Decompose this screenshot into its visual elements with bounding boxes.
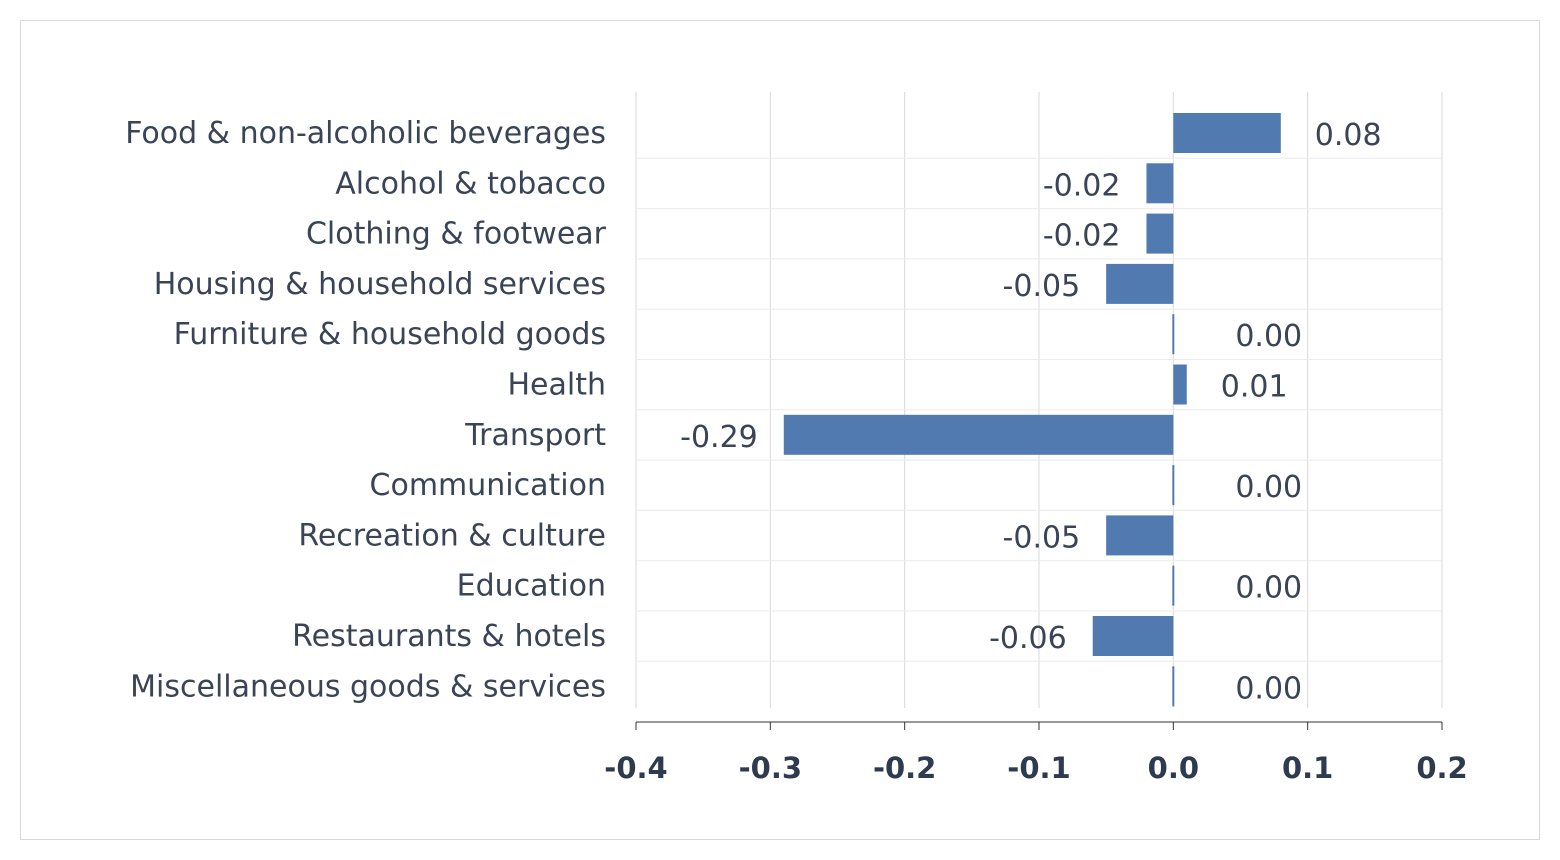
x-tick-label: -0.2 xyxy=(873,751,936,785)
x-tick-label: 0.2 xyxy=(1416,751,1467,785)
category-label: Recreation & culture xyxy=(298,518,606,553)
value-label: 0.00 xyxy=(1235,470,1302,505)
value-label: -0.05 xyxy=(1003,269,1081,304)
category-label: Communication xyxy=(370,468,606,503)
x-tick-label: -0.3 xyxy=(739,751,802,785)
category-label: Housing & household services xyxy=(154,267,606,302)
value-label: 0.00 xyxy=(1235,571,1302,606)
value-label: 0.08 xyxy=(1315,118,1382,153)
category-label: Restaurants & hotels xyxy=(292,619,606,654)
value-label: -0.02 xyxy=(1043,219,1121,254)
bar xyxy=(1146,163,1174,204)
category-label: Food & non-alcoholic beverages xyxy=(125,116,606,151)
x-tick-label: -0.4 xyxy=(604,751,667,785)
value-label: -0.06 xyxy=(989,621,1067,656)
bar xyxy=(783,414,1174,455)
category-label: Furniture & household goods xyxy=(174,317,606,352)
category-label: Transport xyxy=(464,418,606,453)
x-tick-label: 0.1 xyxy=(1282,751,1333,785)
category-label: Miscellaneous goods & services xyxy=(130,669,606,704)
grid-lines xyxy=(635,92,1443,708)
bars xyxy=(783,113,1281,707)
bar xyxy=(1172,666,1175,707)
value-label: -0.29 xyxy=(680,420,758,455)
category-label: Education xyxy=(457,569,606,604)
category-label: Alcohol & tobacco xyxy=(335,166,606,201)
value-label: 0.00 xyxy=(1235,319,1302,354)
value-label: 0.00 xyxy=(1235,671,1302,706)
chart-frame xyxy=(20,20,1540,840)
bar xyxy=(1092,616,1174,656)
bar xyxy=(1106,263,1174,304)
x-axis: -0.4 -0.3 -0.2 -0.1 0.0 0.1 0.2 xyxy=(604,721,1468,785)
bar xyxy=(1146,213,1174,254)
x-tick-label: 0.0 xyxy=(1148,751,1199,785)
bar xyxy=(1172,565,1175,606)
bar xyxy=(1173,364,1187,405)
value-label: 0.01 xyxy=(1221,370,1288,405)
bar xyxy=(1172,465,1175,506)
value-label: -0.05 xyxy=(1003,520,1081,555)
bar xyxy=(1106,515,1174,556)
bar xyxy=(1172,314,1175,355)
category-label: Health xyxy=(507,368,606,403)
category-label: Clothing & footwear xyxy=(306,217,607,252)
bar xyxy=(1173,113,1281,153)
category-labels: Food & non-alcoholic beverages Alcohol & … xyxy=(125,116,606,704)
value-label: -0.02 xyxy=(1043,168,1121,203)
x-tick-label: -0.1 xyxy=(1007,751,1070,785)
value-labels: 0.08 -0.02 -0.02 -0.05 0.00 0.01 -0.29 0.00 -0.0… xyxy=(680,118,1381,706)
